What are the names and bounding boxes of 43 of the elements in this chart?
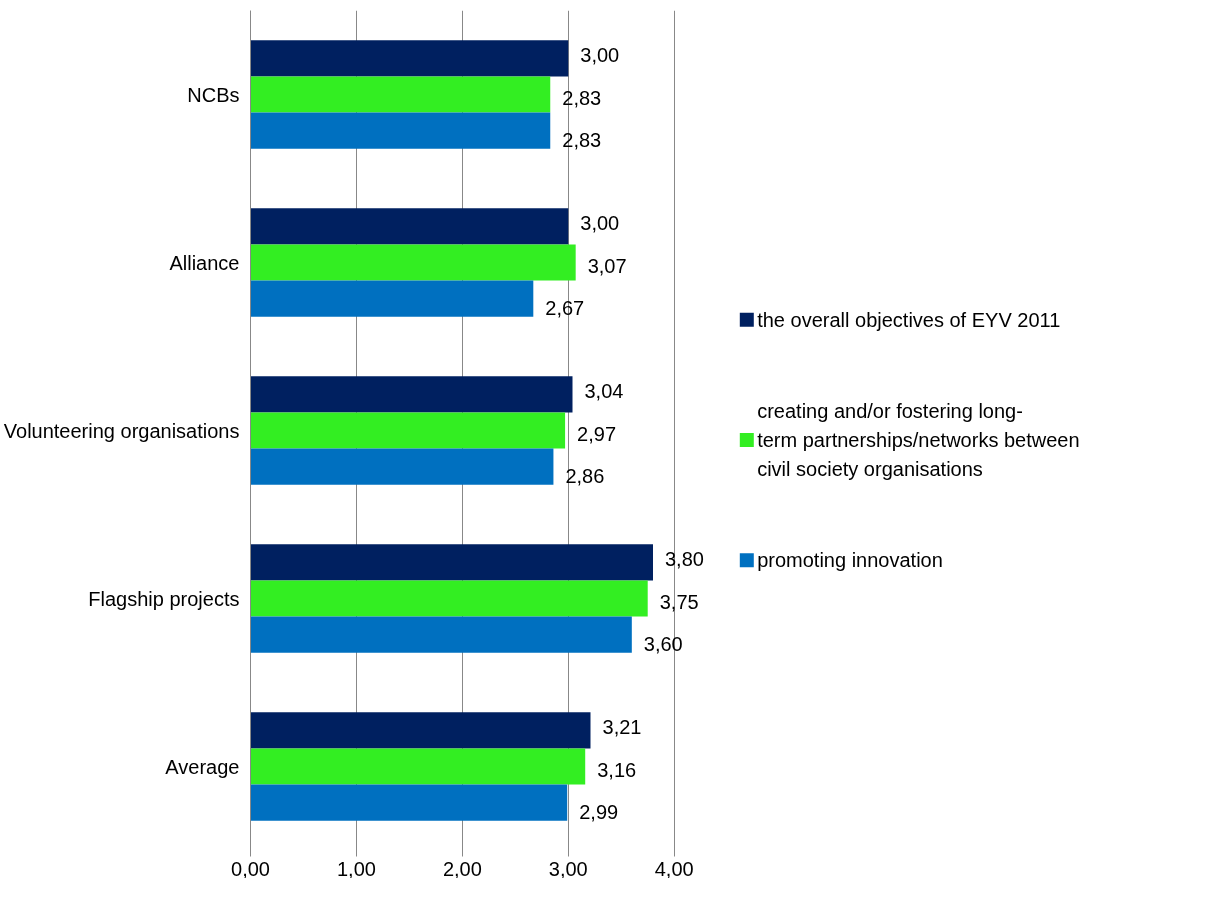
- data-label: 3,00: [580, 44, 620, 67]
- bar: [250, 748, 586, 785]
- y-tick-label: Volunteering organisations: [3, 419, 240, 442]
- data-label: 3,07: [587, 254, 627, 277]
- y-tick-label: NCBs: [187, 83, 240, 106]
- data-label: 3,75: [659, 590, 699, 613]
- x-tick-label: 2,00: [442, 857, 482, 880]
- data-label: 3,04: [584, 380, 624, 403]
- bar: [250, 244, 576, 281]
- bar: [250, 376, 573, 413]
- data-label: 3,21: [602, 716, 642, 739]
- y-tick-label: Alliance: [169, 251, 240, 274]
- legend-label: creating and/or fostering long-term partnerships/networks between civil society organisations: [757, 400, 1080, 480]
- bar: [250, 784, 568, 821]
- x-tick-label: 1,00: [336, 857, 376, 880]
- bar: [250, 448, 554, 485]
- legend-label: promoting innovation: [757, 549, 943, 572]
- bar: [250, 208, 569, 245]
- bar: [250, 412, 566, 449]
- data-label: 2,83: [562, 86, 602, 109]
- data-label: 3,16: [597, 758, 637, 781]
- data-label: 2,86: [565, 464, 605, 487]
- bar: [250, 544, 653, 581]
- legend-label: the overall objectives of EYV 2011: [757, 308, 1061, 331]
- bar: [250, 280, 534, 317]
- bar: [250, 40, 569, 77]
- data-label: 2,97: [577, 422, 617, 445]
- bar: [250, 76, 551, 113]
- x-tick-label: 3,00: [548, 857, 588, 880]
- y-tick-label: Flagship projects: [88, 587, 240, 610]
- data-label: 2,83: [562, 128, 602, 151]
- x-tick-label: 4,00: [654, 857, 694, 880]
- x-tick-label: 0,00: [231, 857, 270, 880]
- data-label: 3,00: [580, 212, 620, 235]
- bar: [250, 580, 648, 617]
- data-label: 3,80: [665, 548, 704, 571]
- data-label: 3,60: [643, 632, 683, 655]
- data-label: 2,67: [545, 296, 585, 319]
- bar: [250, 712, 591, 749]
- data-label: 2,99: [579, 800, 619, 823]
- y-tick-label: Average: [165, 755, 240, 778]
- bar: [250, 112, 551, 149]
- bar: [250, 616, 632, 653]
